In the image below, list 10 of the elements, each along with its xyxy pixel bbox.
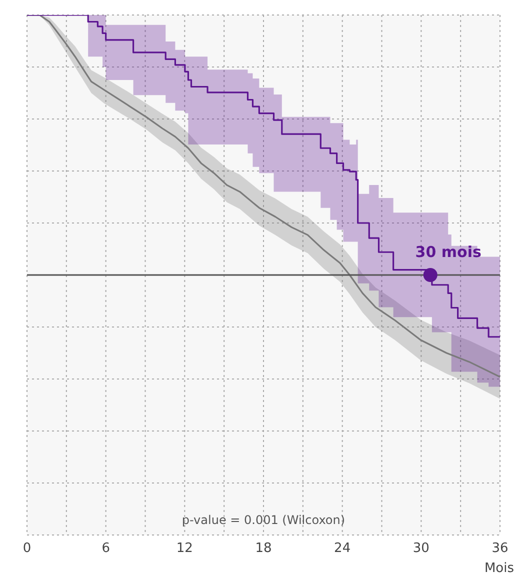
- x-tick-label: 30: [412, 541, 430, 556]
- x-tick-label: 12: [176, 541, 193, 556]
- annotation: p-value = 0.001 (Wilcoxon): [180, 513, 346, 527]
- annotation: 30 mois: [415, 243, 482, 261]
- x-tick-label: 0: [22, 541, 32, 556]
- x-tick-label: 18: [255, 541, 272, 556]
- x-tick-label: 6: [102, 541, 110, 556]
- x-tick-label: 24: [334, 541, 351, 556]
- x-axis-title: Mois: [484, 561, 514, 576]
- x-tick-label: 36: [492, 541, 508, 556]
